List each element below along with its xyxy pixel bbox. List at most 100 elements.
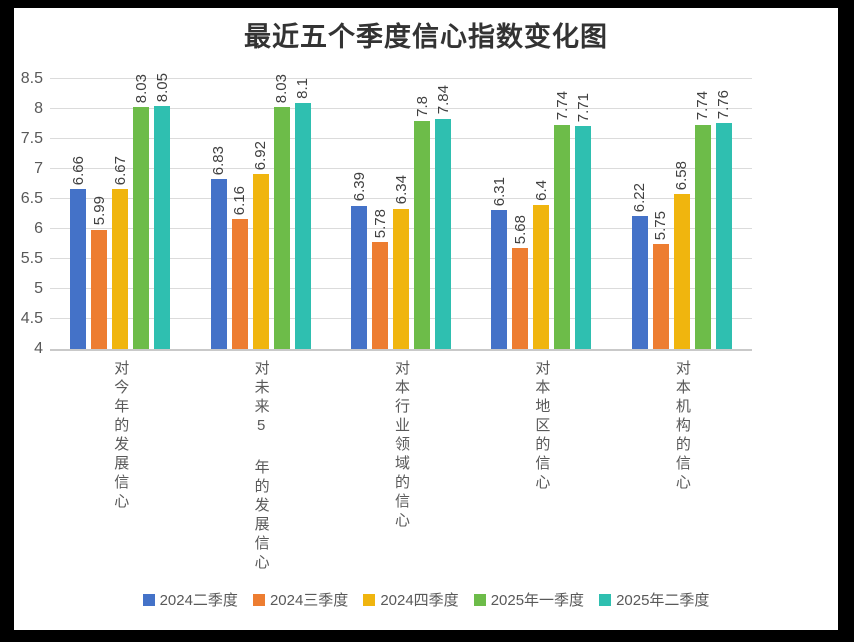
bar-value-label-wrap: 8.03 <box>131 74 151 103</box>
category-label-cell: 对本行业领域的信心 <box>331 360 471 573</box>
bar <box>694 124 711 349</box>
bar <box>631 215 648 349</box>
bar-value-label-wrap: 6.67 <box>110 156 130 185</box>
bar-value-label: 5.75 <box>652 210 670 240</box>
bar-value-label-wrap: 8.1 <box>293 78 313 99</box>
gridline <box>50 138 752 139</box>
bar-value-label: 7.76 <box>715 90 733 120</box>
gridline <box>50 78 752 79</box>
bar <box>154 106 171 349</box>
gridline <box>50 108 752 109</box>
bar-value-label-wrap: 6.34 <box>391 175 411 204</box>
bar-value-label-wrap: 6.22 <box>630 183 650 212</box>
bar-value-label: 7.8 <box>413 96 431 117</box>
bar-value-label: 6.58 <box>673 161 691 191</box>
category-label-cell: 对未来5 年的发展信心 <box>190 360 330 573</box>
bar-value-label-wrap: 7.8 <box>412 96 432 117</box>
category-label-cell: 对本机构的信心 <box>612 360 752 573</box>
legend-item: 2025年二季度 <box>599 589 709 610</box>
category-label: 对未来5 年的发展信心 <box>252 360 270 573</box>
chart-title: 最近五个季度信心指数变化图 <box>244 22 608 52</box>
y-tick-label: 7 <box>34 160 43 177</box>
bar <box>231 219 248 349</box>
bar-value-label: 6.67 <box>111 155 129 185</box>
y-tick-label: 7.5 <box>20 130 43 147</box>
bar-value-label-wrap: 6.58 <box>672 161 692 190</box>
bar-value-label: 6.22 <box>631 182 649 212</box>
bar <box>70 189 87 349</box>
bar <box>715 123 732 349</box>
y-tick-label: 5.5 <box>20 250 43 267</box>
plot-area: 6.66 5.99 6.67 8.03 8.05 6.83 6.16 6.92 8.03 8.1 6… <box>50 73 752 351</box>
bar-value-label: 8.1 <box>294 78 312 99</box>
bar-value-label-wrap: 6.83 <box>209 146 229 175</box>
legend-item: 2025年一季度 <box>473 589 584 610</box>
bar-value-label: 8.03 <box>273 74 291 104</box>
bar-value-label-wrap: 7.71 <box>573 93 593 122</box>
bar <box>273 107 290 349</box>
bar <box>435 118 451 349</box>
bar-value-label: 6.16 <box>231 186 249 216</box>
category-label: 对本机构的信心 <box>673 360 691 493</box>
bar <box>652 244 669 349</box>
bar-value-label-wrap: 8.03 <box>272 74 292 103</box>
bar <box>91 229 108 349</box>
bar-value-label-wrap: 7.84 <box>433 85 453 114</box>
bar-value-label: 7.74 <box>553 91 571 121</box>
bar-value-label: 6.83 <box>210 146 228 176</box>
bar <box>512 248 529 349</box>
bar-value-label: 7.71 <box>574 93 592 123</box>
bar <box>133 107 150 349</box>
bar <box>533 205 550 349</box>
bar <box>491 210 508 349</box>
legend-swatch <box>252 593 265 606</box>
category-label: 对今年的发展信心 <box>112 360 130 512</box>
y-tick-label: 6.5 <box>20 190 43 207</box>
bar <box>294 103 311 349</box>
legend-swatch <box>599 593 612 606</box>
y-tick-label: 4.5 <box>20 310 43 327</box>
y-axis: 8.5 8 7.5 7 6.5 6 5.5 5 4.5 4 <box>14 70 43 357</box>
legend-item: 2024三季度 <box>252 589 348 610</box>
legend-item: 2024二季度 <box>142 589 238 610</box>
bar-value-label: 6.4 <box>532 180 550 201</box>
y-tick-label: 4 <box>34 340 43 357</box>
bar-value-label-wrap: 6.92 <box>251 141 271 170</box>
y-tick-label: 8.5 <box>20 70 43 87</box>
bar-value-label-wrap: 6.66 <box>68 156 88 185</box>
gridline <box>50 198 752 199</box>
bar-value-label-wrap: 6.16 <box>230 186 250 215</box>
gridline <box>50 168 752 169</box>
bar-value-label-wrap: 7.74 <box>552 91 572 120</box>
bar-value-label: 8.05 <box>153 72 171 102</box>
bar-value-label: 5.78 <box>371 209 389 239</box>
bar-value-label-wrap: 6.31 <box>489 177 509 206</box>
legend-item: 2024四季度 <box>363 589 459 610</box>
bar <box>575 126 592 349</box>
legend-swatch <box>473 593 486 606</box>
bar-value-label-wrap: 6.39 <box>349 172 369 201</box>
bar <box>210 179 227 349</box>
bar <box>252 173 269 349</box>
category-label-cell: 对今年的发展信心 <box>50 360 190 573</box>
category-label: 对本地区的信心 <box>533 360 551 493</box>
bar-value-label-wrap: 6.4 <box>531 180 551 201</box>
y-tick-label: 6 <box>34 220 43 237</box>
legend-label: 2025年二季度 <box>616 592 710 609</box>
y-tick-label: 8 <box>34 100 43 117</box>
bar <box>554 124 571 349</box>
legend-swatch <box>142 593 155 606</box>
legend-swatch <box>363 593 376 606</box>
legend: 2024二季度 2024三季度 2024四季度 2025年一季度 2025年二季度 <box>14 589 838 610</box>
bar-value-label: 8.03 <box>132 74 150 104</box>
bar-value-label-wrap: 7.74 <box>693 91 713 120</box>
legend-label: 2024四季度 <box>380 592 459 609</box>
bar <box>393 208 409 349</box>
y-tick-label: 5 <box>34 280 43 297</box>
legend-label: 2024二季度 <box>159 592 238 609</box>
bar-value-label: 6.31 <box>490 177 508 207</box>
bar-value-label-wrap: 5.68 <box>510 215 530 244</box>
category-label-cell: 对本地区的信心 <box>471 360 611 573</box>
bar-value-label-wrap: 8.05 <box>152 73 172 102</box>
